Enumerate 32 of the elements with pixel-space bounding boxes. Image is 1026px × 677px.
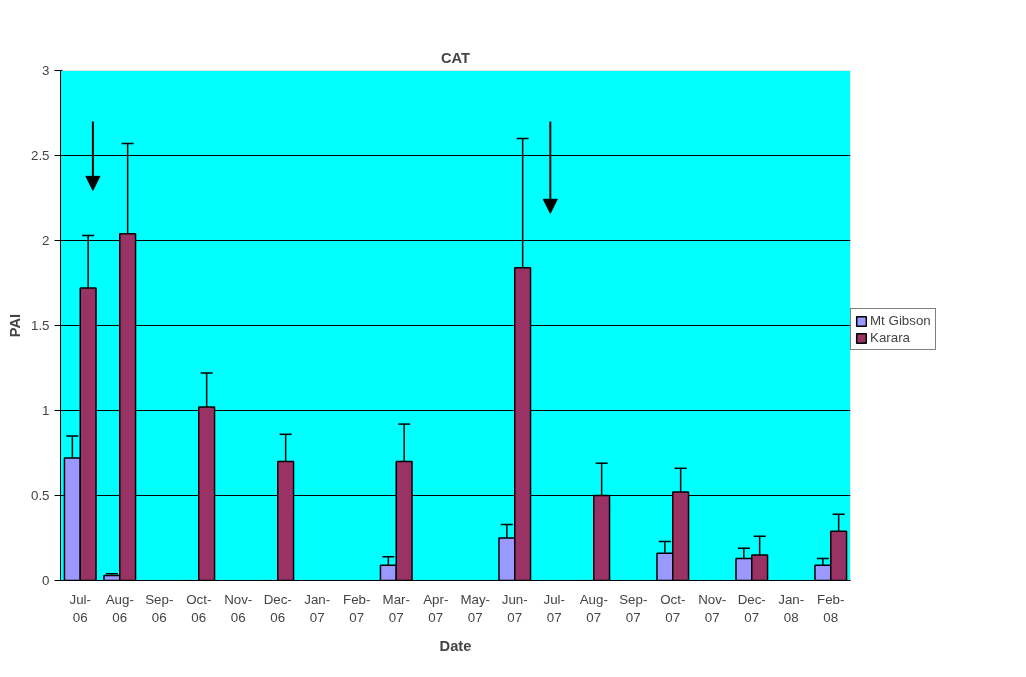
y-tick-label: 3	[42, 63, 50, 78]
legend-label: Karara	[870, 330, 911, 345]
y-tick-label: 1	[42, 403, 50, 418]
y-tick-label: 0.5	[30, 488, 50, 503]
x-tick-label: Sep-06	[145, 591, 174, 625]
chart-title: CAT	[440, 49, 471, 66]
x-tick-label: Jan-08	[778, 591, 805, 625]
x-tick-label: Oct-06	[186, 591, 212, 625]
x-tick-label: Jan-07	[304, 591, 331, 625]
x-tick-label: Dec-06	[263, 591, 292, 625]
y-tick-label: 2	[42, 233, 50, 248]
x-tick-label: Feb-08	[817, 591, 845, 625]
x-tick-label: Apr-07	[423, 591, 449, 625]
x-tick-label: Dec-07	[737, 591, 766, 625]
x-tick-label: Nov-07	[698, 591, 727, 625]
x-tick-label: Sep-07	[619, 591, 648, 625]
x-tick-label: Aug-07	[579, 591, 608, 625]
x-tick-label: Jul-06	[69, 591, 91, 625]
y-tick-label: 1.5	[30, 318, 50, 333]
x-tick-label: Nov-06	[224, 591, 253, 625]
y-tick-label: 0	[42, 573, 50, 588]
x-tick-label: Aug-06	[105, 591, 134, 625]
x-tick-label: Mar-07	[382, 591, 410, 625]
x-tick-label: Oct-07	[660, 591, 686, 625]
x-tick-label: May-07	[460, 591, 491, 625]
x-tick-label: Jun-07	[501, 591, 528, 625]
x-tick-label: Feb-07	[343, 591, 371, 625]
y-tick-label: 2.5	[30, 148, 50, 163]
x-tick-label: Jul-07	[543, 591, 565, 625]
legend-label: Mt Gibson	[870, 313, 931, 328]
y-axis-title: PAI	[6, 313, 23, 338]
x-axis-title: Date	[439, 637, 472, 654]
